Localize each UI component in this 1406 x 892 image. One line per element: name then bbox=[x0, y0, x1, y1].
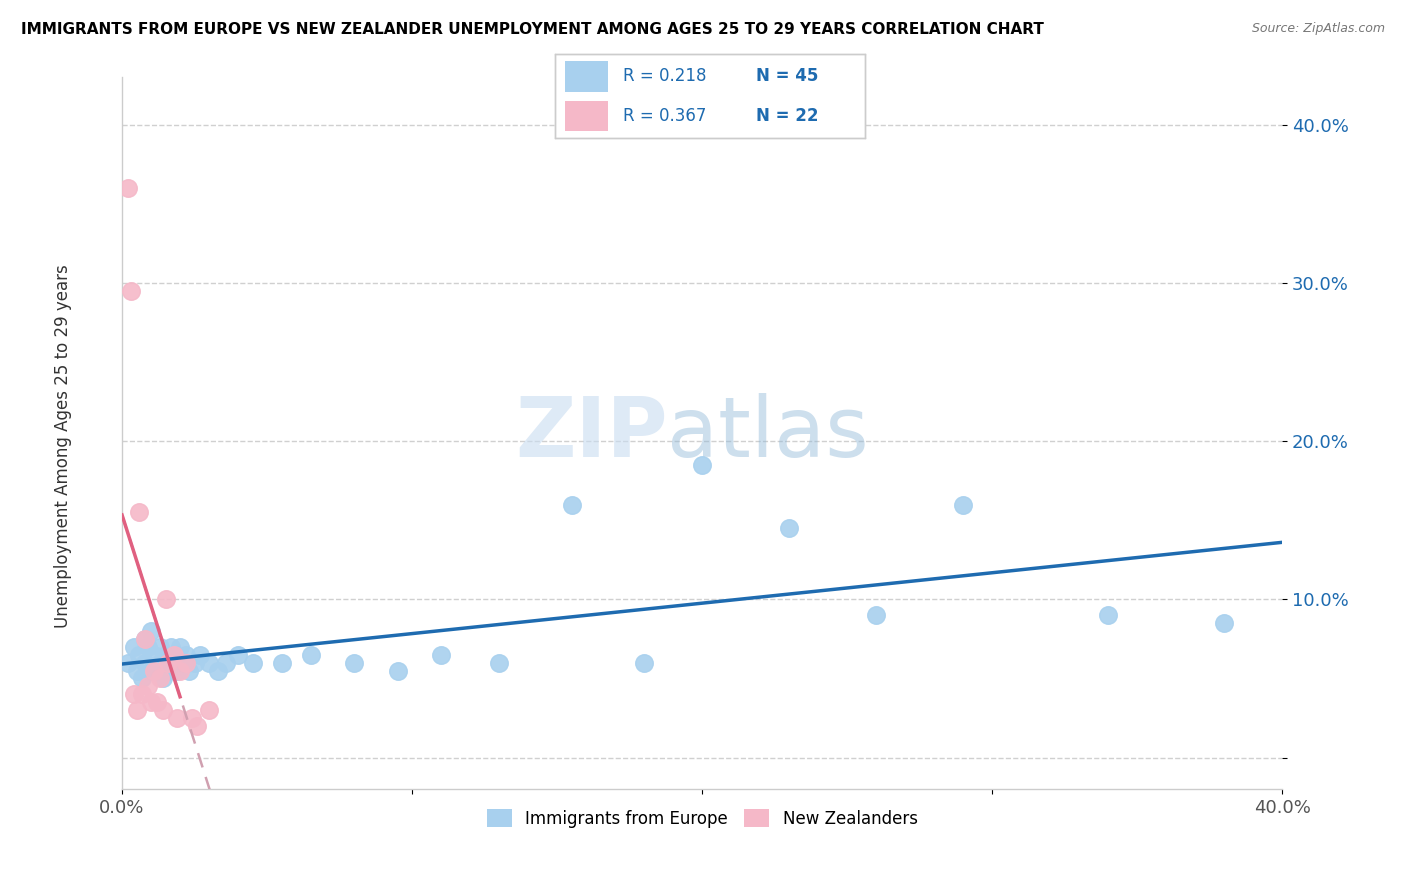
Point bbox=[157, 664, 180, 678]
Point bbox=[166, 664, 188, 678]
Point bbox=[160, 640, 183, 654]
Point bbox=[142, 648, 165, 662]
Point bbox=[117, 656, 139, 670]
Point bbox=[149, 672, 172, 686]
Point bbox=[169, 664, 191, 678]
Point bbox=[131, 687, 153, 701]
Point bbox=[128, 505, 150, 519]
Point bbox=[690, 458, 713, 472]
Point bbox=[134, 632, 156, 646]
Point bbox=[139, 695, 162, 709]
Point bbox=[122, 687, 145, 701]
Point bbox=[387, 664, 409, 678]
Text: N = 22: N = 22 bbox=[756, 107, 818, 125]
Point bbox=[198, 703, 221, 717]
Point bbox=[117, 181, 139, 195]
Text: IMMIGRANTS FROM EUROPE VS NEW ZEALANDER UNEMPLOYMENT AMONG AGES 25 TO 29 YEARS C: IMMIGRANTS FROM EUROPE VS NEW ZEALANDER … bbox=[21, 22, 1045, 37]
Point bbox=[149, 656, 172, 670]
Legend: Immigrants from Europe, New Zealanders: Immigrants from Europe, New Zealanders bbox=[479, 803, 924, 834]
Point bbox=[122, 640, 145, 654]
Text: R = 0.367: R = 0.367 bbox=[623, 107, 707, 125]
Point bbox=[1213, 616, 1236, 631]
Point bbox=[146, 695, 169, 709]
Point bbox=[172, 656, 194, 670]
Point bbox=[163, 648, 186, 662]
Point bbox=[163, 656, 186, 670]
Point bbox=[190, 648, 212, 662]
Point bbox=[242, 656, 264, 670]
Point bbox=[155, 648, 177, 662]
Text: N = 45: N = 45 bbox=[756, 68, 818, 86]
Point bbox=[128, 648, 150, 662]
Point bbox=[226, 648, 249, 662]
Point bbox=[152, 672, 174, 686]
FancyBboxPatch shape bbox=[565, 101, 607, 131]
Point bbox=[146, 664, 169, 678]
Point bbox=[125, 664, 148, 678]
Point bbox=[561, 498, 583, 512]
Point bbox=[215, 656, 238, 670]
Point bbox=[120, 284, 142, 298]
Point bbox=[198, 656, 221, 670]
Point bbox=[207, 664, 229, 678]
Point bbox=[125, 703, 148, 717]
Point bbox=[778, 521, 800, 535]
Point bbox=[430, 648, 453, 662]
Point bbox=[166, 711, 188, 725]
Text: Source: ZipAtlas.com: Source: ZipAtlas.com bbox=[1251, 22, 1385, 36]
Point bbox=[152, 703, 174, 717]
Text: Unemployment Among Ages 25 to 29 years: Unemployment Among Ages 25 to 29 years bbox=[55, 264, 72, 628]
Point bbox=[1097, 608, 1119, 623]
Point bbox=[136, 640, 159, 654]
Point bbox=[136, 680, 159, 694]
Point bbox=[186, 719, 208, 733]
Point bbox=[134, 632, 156, 646]
Point bbox=[169, 640, 191, 654]
Point bbox=[174, 656, 197, 670]
Point bbox=[174, 648, 197, 662]
Point bbox=[952, 498, 974, 512]
Text: R = 0.218: R = 0.218 bbox=[623, 68, 707, 86]
Point bbox=[139, 624, 162, 638]
Point bbox=[157, 656, 180, 670]
Point bbox=[299, 648, 322, 662]
Point bbox=[134, 656, 156, 670]
Point bbox=[343, 656, 366, 670]
Point bbox=[155, 592, 177, 607]
Point bbox=[865, 608, 887, 623]
Point bbox=[131, 672, 153, 686]
Point bbox=[270, 656, 292, 670]
Point bbox=[149, 640, 172, 654]
Point bbox=[142, 664, 165, 678]
Text: atlas: atlas bbox=[668, 392, 869, 474]
Point bbox=[177, 664, 200, 678]
Point bbox=[183, 656, 205, 670]
Point bbox=[180, 711, 202, 725]
Point bbox=[139, 664, 162, 678]
FancyBboxPatch shape bbox=[565, 62, 607, 92]
Point bbox=[488, 656, 510, 670]
Point bbox=[633, 656, 655, 670]
Text: ZIP: ZIP bbox=[515, 392, 668, 474]
